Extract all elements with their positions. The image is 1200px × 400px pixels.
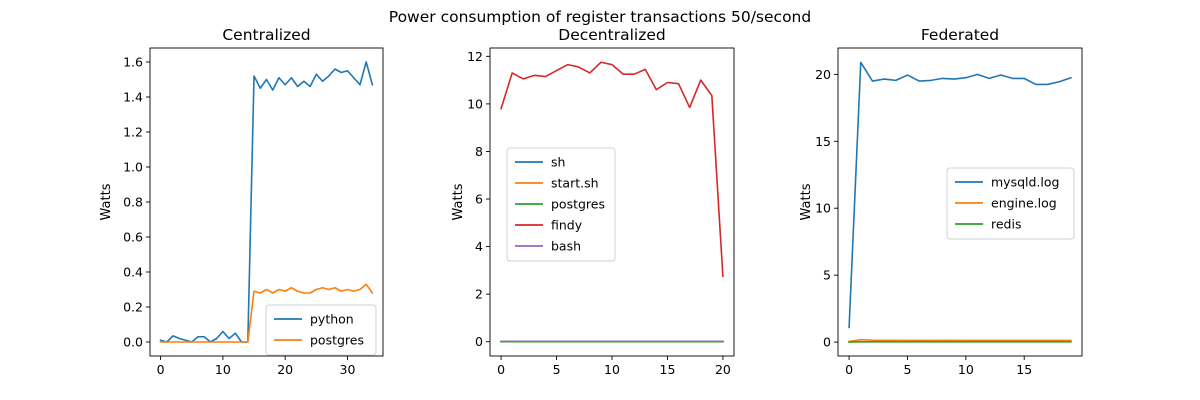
y-tick-label: 0.2 bbox=[123, 300, 143, 315]
chart-panel-1: 0 10 20 30 0.0 0.2 0.4 0.6 0.8 1.0 1.2 1.4 1.6 Centra… bbox=[99, 26, 384, 377]
legend-box bbox=[506, 147, 616, 262]
chart-panel-2: 0 5 10 15 20 0 2 4 6 8 10 12 Decentralized Watts sh sta… bbox=[451, 26, 735, 377]
series-line-postgres bbox=[159, 283, 374, 343]
legend: python postgres bbox=[265, 304, 377, 356]
legend-label: postgres bbox=[551, 197, 605, 212]
y-tick-label: 0.4 bbox=[123, 265, 143, 280]
series-line-mysqld-log bbox=[848, 61, 1072, 329]
series-line-findy bbox=[500, 61, 724, 278]
y-tick-label: 2 bbox=[475, 287, 483, 302]
legend-box bbox=[265, 304, 377, 356]
y-tick-label: 8 bbox=[475, 144, 483, 159]
y-axis-label: Watts bbox=[99, 183, 114, 220]
y-tick-label: 1.6 bbox=[123, 55, 143, 70]
panel-title: Federated bbox=[921, 26, 999, 44]
x-tick-label: 20 bbox=[277, 362, 293, 377]
y-tick-label: 0.8 bbox=[123, 195, 143, 210]
legend-label: bash bbox=[551, 239, 581, 254]
x-tick-label: 10 bbox=[604, 362, 620, 377]
series-lines bbox=[159, 61, 374, 343]
figure-title: Power consumption of register transactio… bbox=[389, 8, 811, 26]
x-tick-label: 30 bbox=[340, 362, 356, 377]
legend-label: redis bbox=[991, 217, 1021, 232]
x-tick-label: 0 bbox=[157, 362, 165, 377]
y-axis-label: Watts bbox=[451, 183, 466, 220]
y-tick-label: 0 bbox=[823, 335, 831, 350]
series-line-python bbox=[159, 61, 374, 343]
x-tick-label: 15 bbox=[1016, 362, 1032, 377]
y-tick-label: 10 bbox=[467, 96, 483, 111]
y-tick-label: 0 bbox=[475, 334, 483, 349]
panel-title: Centralized bbox=[222, 26, 310, 44]
y-axis-label: Watts bbox=[799, 183, 814, 220]
series-lines bbox=[500, 61, 724, 343]
y-tick-label: 4 bbox=[475, 239, 483, 254]
legend: sh start.sh postgres findy bash bbox=[506, 147, 616, 262]
axes-frame bbox=[837, 47, 1083, 357]
x-tick-label: 5 bbox=[903, 362, 911, 377]
x-tick-label: 0 bbox=[497, 362, 505, 377]
legend-label: engine.log bbox=[991, 196, 1057, 211]
y-tick-label: 6 bbox=[475, 192, 483, 207]
y-tick-label: 15 bbox=[815, 134, 831, 149]
legend-label: postgres bbox=[310, 333, 364, 348]
legend-label: python bbox=[310, 312, 354, 327]
x-tick-label: 10 bbox=[215, 362, 231, 377]
legend-label: start.sh bbox=[551, 176, 599, 191]
y-tick-label: 0.0 bbox=[123, 335, 143, 350]
y-tick-label: 1.2 bbox=[123, 125, 143, 140]
y-tick-label: 20 bbox=[815, 67, 831, 82]
x-tick-label: 15 bbox=[660, 362, 676, 377]
panel-title: Decentralized bbox=[558, 26, 665, 44]
series-lines bbox=[848, 61, 1072, 343]
y-tick-label: 12 bbox=[467, 49, 483, 64]
x-tick-label: 0 bbox=[845, 362, 853, 377]
legend-label: mysqld.log bbox=[991, 175, 1059, 190]
y-tick-label: 0.6 bbox=[123, 230, 143, 245]
legend-box bbox=[946, 167, 1075, 240]
legend-label: findy bbox=[551, 218, 583, 233]
series-line-engine-log bbox=[848, 338, 1072, 343]
x-tick-label: 20 bbox=[715, 362, 731, 377]
x-tick-label: 5 bbox=[553, 362, 561, 377]
y-tick-label: 5 bbox=[823, 268, 831, 283]
y-tick-label: 10 bbox=[815, 201, 831, 216]
y-tick-label: 1.4 bbox=[123, 90, 143, 105]
legend-label: sh bbox=[551, 155, 565, 170]
y-tick-label: 1.0 bbox=[123, 160, 143, 175]
x-tick-label: 10 bbox=[958, 362, 974, 377]
legend: mysqld.log engine.log redis bbox=[946, 167, 1075, 240]
chart-panel-3: 0 5 10 15 0 5 10 15 20 Federated Watts mysqld.log en… bbox=[799, 26, 1083, 377]
